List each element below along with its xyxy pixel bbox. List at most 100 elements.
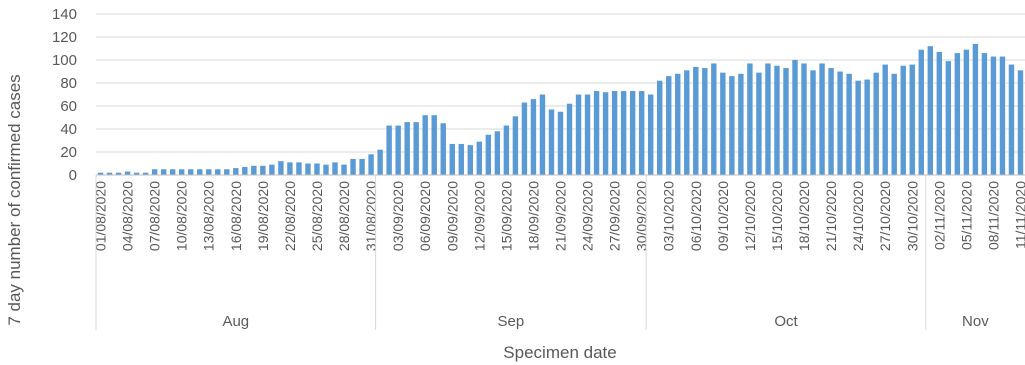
x-tick-label: 27/09/2020	[607, 181, 623, 251]
bar	[124, 171, 131, 175]
bar	[323, 164, 329, 175]
x-tick-label: 21/10/2020	[823, 181, 839, 251]
x-tick-label: 03/09/2020	[390, 181, 406, 251]
bar	[359, 158, 365, 175]
x-tick-label: 15/09/2020	[498, 181, 514, 251]
bar	[133, 172, 140, 175]
bar	[855, 80, 861, 175]
bar	[341, 164, 347, 175]
bar	[178, 169, 185, 175]
bar	[233, 168, 239, 175]
bar	[1017, 70, 1024, 175]
x-tick-label: 04/08/2020	[120, 181, 136, 251]
y-tick-label: 20	[60, 144, 77, 161]
x-tick-label: 15/10/2020	[769, 181, 785, 251]
x-tick-label: 01/08/2020	[93, 181, 109, 251]
x-tick-label: 03/10/2020	[661, 181, 677, 251]
bar	[837, 71, 843, 175]
x-tick-label: 09/09/2020	[444, 181, 460, 251]
bar	[476, 141, 483, 175]
x-tick-label: 02/11/2020	[931, 181, 947, 250]
bar	[350, 158, 356, 175]
bar	[1008, 64, 1015, 175]
y-tick-label: 40	[60, 121, 77, 138]
bar	[593, 91, 600, 175]
bar	[467, 145, 474, 175]
bar	[647, 94, 654, 175]
x-axis-title: Specimen date	[503, 343, 616, 362]
bar	[530, 99, 537, 175]
bar	[575, 94, 582, 175]
x-tick-label: 28/08/2020	[336, 181, 352, 251]
bar	[521, 102, 528, 175]
bar	[197, 169, 203, 175]
bar	[684, 70, 690, 175]
bar	[638, 91, 645, 175]
bar	[801, 63, 807, 176]
bar	[296, 162, 302, 175]
y-tick-label: 100	[52, 52, 77, 69]
y-axis-title: 7 day number of confirmed cases	[5, 74, 24, 325]
x-tick-label: 30/10/2020	[904, 181, 920, 251]
bar	[260, 165, 266, 175]
x-tick-label: 11/11/2020	[1012, 181, 1025, 249]
bar	[215, 169, 221, 175]
bar	[548, 109, 555, 175]
x-tick-label: 25/08/2020	[309, 181, 325, 251]
bar	[224, 169, 230, 175]
x-tick-label: 12/09/2020	[471, 181, 487, 251]
bar	[900, 65, 906, 175]
bar	[332, 162, 338, 175]
bar	[494, 131, 501, 175]
month-label: Oct	[774, 313, 798, 330]
x-axis: 01/08/2020 04/08/2020 07/08/2020 10/08/2020…	[93, 174, 1025, 251]
bar	[485, 134, 492, 175]
bar	[783, 68, 789, 175]
month-axis: Aug Sep Oct Nov	[95, 175, 989, 330]
y-axis: 0 20 40 60 80 100 120 140	[52, 6, 77, 184]
bar	[602, 92, 609, 175]
x-tick-label: 06/10/2020	[688, 181, 704, 251]
month-label: Sep	[498, 313, 525, 330]
bar	[287, 162, 293, 175]
bar	[151, 169, 158, 175]
bar	[142, 172, 149, 175]
bar	[999, 56, 1006, 175]
bar	[620, 91, 627, 175]
bar	[954, 53, 961, 175]
bar	[539, 94, 546, 175]
x-tick-label: 24/09/2020	[580, 181, 596, 251]
bar	[440, 123, 446, 175]
bar	[846, 73, 852, 175]
bar	[115, 172, 122, 175]
bar	[206, 169, 212, 175]
bar	[512, 116, 519, 175]
y-tick-label: 80	[60, 75, 77, 92]
x-tick-label: 30/09/2020	[634, 181, 650, 251]
bar	[945, 61, 952, 175]
bar	[629, 91, 636, 175]
bar	[413, 122, 419, 175]
month-label: Aug	[222, 313, 249, 330]
bar	[873, 72, 879, 175]
bar	[611, 91, 618, 175]
bar	[972, 43, 979, 176]
bar	[828, 68, 834, 175]
x-tick-label: 08/11/2020	[985, 181, 1001, 250]
x-tick-label: 10/08/2020	[174, 181, 190, 251]
bar	[431, 115, 437, 175]
bar	[747, 63, 753, 176]
bar	[566, 103, 573, 175]
bar	[909, 64, 915, 175]
x-tick-label: 05/11/2020	[958, 181, 974, 250]
x-tick-label: 21/09/2020	[553, 181, 569, 251]
x-tick-label: 22/08/2020	[282, 181, 298, 251]
bar	[503, 125, 510, 175]
bar	[160, 169, 167, 175]
x-tick-label: 07/08/2020	[147, 181, 163, 251]
bar	[314, 163, 320, 175]
bar	[305, 163, 311, 175]
x-tick-label: 13/08/2020	[201, 181, 217, 251]
bar	[106, 172, 113, 175]
bar	[251, 165, 257, 175]
